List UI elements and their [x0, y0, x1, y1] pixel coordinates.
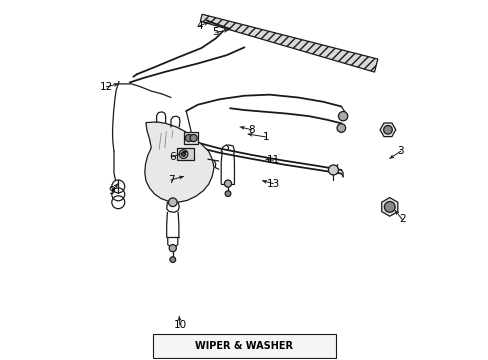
- Circle shape: [328, 165, 338, 175]
- Circle shape: [168, 198, 177, 207]
- Polygon shape: [144, 122, 214, 202]
- Circle shape: [384, 202, 394, 212]
- Text: 13: 13: [266, 179, 279, 189]
- Circle shape: [336, 124, 345, 132]
- Text: 7: 7: [167, 175, 174, 185]
- Text: WIPER & WASHER: WIPER & WASHER: [195, 341, 293, 351]
- Text: 6: 6: [169, 152, 176, 162]
- Circle shape: [383, 126, 391, 134]
- Text: 2: 2: [398, 215, 405, 224]
- Text: 5: 5: [212, 27, 219, 37]
- Text: 4: 4: [196, 21, 203, 31]
- Circle shape: [224, 180, 231, 187]
- Polygon shape: [381, 198, 397, 216]
- Circle shape: [169, 257, 175, 262]
- Polygon shape: [177, 148, 193, 160]
- Polygon shape: [200, 14, 377, 72]
- Text: 1: 1: [262, 132, 269, 142]
- Circle shape: [224, 191, 230, 197]
- Text: 11: 11: [266, 155, 279, 165]
- Circle shape: [169, 244, 176, 252]
- Text: 12: 12: [100, 82, 113, 92]
- Circle shape: [185, 134, 192, 141]
- Text: 3: 3: [396, 146, 403, 156]
- Circle shape: [181, 152, 185, 156]
- Text: 10: 10: [173, 320, 186, 330]
- Polygon shape: [379, 123, 395, 137]
- Text: 9: 9: [108, 186, 115, 196]
- Circle shape: [338, 112, 347, 121]
- Text: 8: 8: [248, 125, 254, 135]
- Circle shape: [190, 134, 197, 141]
- FancyBboxPatch shape: [153, 334, 335, 357]
- Polygon shape: [183, 132, 198, 144]
